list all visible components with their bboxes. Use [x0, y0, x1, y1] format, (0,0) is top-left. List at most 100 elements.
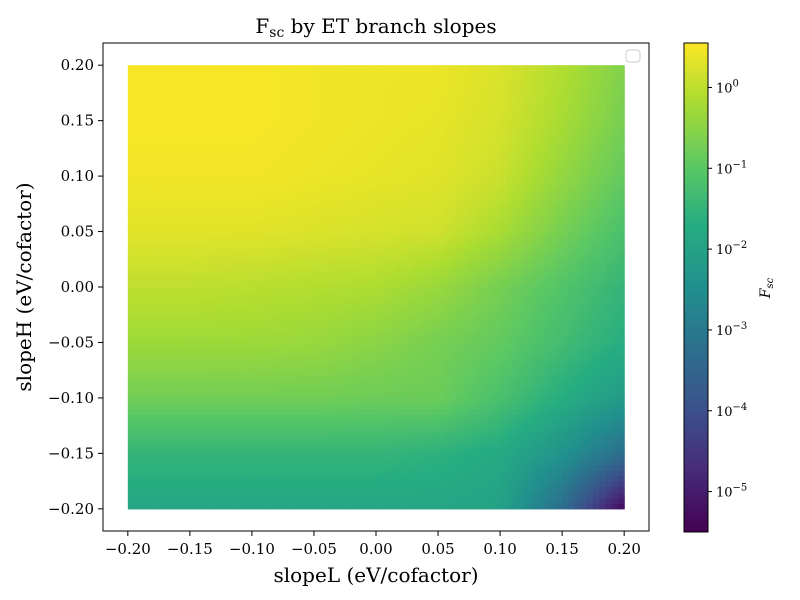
heatmap-cell: [549, 481, 557, 488]
heatmap-cell: [407, 481, 414, 488]
heatmap-cell: [363, 226, 371, 233]
heatmap-cell: [438, 370, 445, 377]
heatmap-cell: [313, 248, 321, 255]
heatmap-cell: [419, 214, 427, 222]
heatmap-cell: [233, 392, 241, 399]
heatmap-cell: [555, 348, 563, 355]
heatmap-cell: [140, 192, 148, 199]
heatmap-cell: [289, 292, 296, 299]
heatmap-cell: [376, 226, 383, 233]
heatmap-cell: [431, 359, 439, 366]
heatmap-cell: [313, 203, 321, 210]
heatmap-cell: [599, 397, 607, 405]
heatmap-cell: [363, 303, 371, 310]
heatmap-cell: [475, 425, 483, 432]
heatmap-cell: [431, 370, 439, 377]
heatmap-cell: [289, 242, 296, 249]
heatmap-cell: [462, 503, 470, 510]
heatmap-cell: [307, 492, 315, 499]
heatmap-cell: [258, 397, 265, 405]
heatmap-cell: [134, 303, 141, 310]
heatmap-cell: [295, 359, 303, 366]
heatmap-cell: [264, 442, 272, 449]
heatmap-cell: [462, 470, 470, 477]
heatmap-cell: [276, 209, 284, 216]
heatmap-cell: [580, 259, 588, 266]
heatmap-cell: [438, 381, 445, 388]
heatmap-cell: [599, 348, 607, 355]
heatmap-cell: [344, 325, 352, 332]
heatmap-cell: [586, 436, 594, 443]
heatmap-cell: [202, 253, 210, 260]
heatmap-cell: [289, 209, 296, 216]
heatmap-cell: [500, 442, 507, 449]
heatmap-cell: [444, 181, 452, 188]
heatmap-cell: [518, 248, 526, 255]
heatmap-cell: [220, 370, 228, 377]
heatmap-cell: [351, 237, 358, 244]
heatmap-cell: [220, 325, 228, 332]
heatmap-cell: [189, 497, 197, 504]
heatmap-cell: [617, 237, 625, 244]
heatmap-cell: [438, 414, 445, 421]
heatmap-cell: [313, 353, 321, 360]
heatmap-cell: [140, 353, 148, 360]
heatmap-cell: [338, 481, 346, 488]
heatmap-cell: [369, 259, 377, 266]
heatmap-cell: [208, 409, 216, 416]
heatmap-cell: [202, 447, 210, 454]
heatmap-cell: [320, 231, 327, 238]
heatmap-cell: [611, 503, 619, 510]
heatmap-cell: [419, 275, 427, 283]
heatmap-cell: [326, 447, 334, 454]
heatmap-cell: [493, 209, 501, 216]
heatmap-cell: [549, 414, 557, 421]
heatmap-cell: [301, 287, 309, 294]
heatmap-cell: [332, 386, 340, 393]
heatmap-cell: [196, 331, 203, 338]
heatmap-cell: [220, 353, 228, 360]
heatmap-cell: [146, 370, 154, 377]
heatmap-cell: [376, 181, 383, 188]
heatmap-cell: [326, 492, 334, 499]
heatmap-cell: [537, 342, 545, 349]
heatmap-cell: [301, 481, 309, 488]
heatmap-cell: [506, 275, 514, 283]
heatmap-cell: [456, 503, 464, 510]
heatmap-cell: [500, 320, 507, 327]
heatmap-cell: [413, 237, 421, 244]
heatmap-cell: [487, 237, 495, 244]
heatmap-cell: [233, 314, 241, 321]
heatmap-cell: [419, 187, 427, 194]
heatmap-cell: [357, 220, 365, 227]
heatmap-cell: [289, 303, 296, 310]
heatmap-cell: [357, 336, 365, 344]
heatmap-cell: [493, 475, 501, 482]
heatmap-cell: [531, 503, 538, 510]
heatmap-cell: [413, 375, 421, 382]
heatmap-cell: [531, 436, 538, 443]
heatmap-cell: [227, 503, 234, 510]
heatmap-cell: [500, 425, 507, 432]
heatmap-cell: [425, 176, 433, 183]
heatmap-cell: [586, 503, 594, 510]
heatmap-cell: [506, 425, 514, 432]
heatmap-cell: [562, 275, 569, 283]
heatmap-cell: [177, 353, 185, 360]
heatmap-cell: [617, 226, 625, 233]
heatmap-cell: [394, 231, 402, 238]
heatmap-cell: [562, 481, 569, 488]
heatmap-cell: [134, 264, 141, 271]
heatmap-cell: [413, 364, 421, 371]
heatmap-cell: [189, 431, 197, 438]
heatmap-cell: [127, 242, 135, 249]
heatmap-cell: [593, 475, 600, 482]
heatmap-cell: [264, 314, 272, 321]
heatmap-cell: [282, 292, 290, 299]
heatmap-cell: [165, 187, 172, 194]
heatmap-cell: [611, 331, 619, 338]
heatmap-cell: [220, 214, 228, 222]
heatmap-cell: [357, 359, 365, 366]
heatmap-cell: [487, 470, 495, 477]
heatmap-cell: [258, 381, 265, 388]
